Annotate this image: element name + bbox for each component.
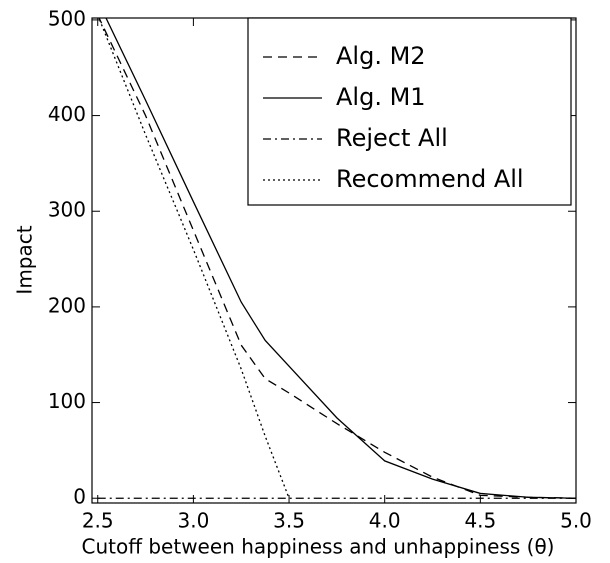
y-tick-label: 200 [48, 293, 86, 317]
x-axis-label: Cutoff between happiness and unhappiness… [82, 535, 555, 559]
legend-label: Alg. M1 [336, 83, 426, 111]
plot-area [97, 18, 576, 499]
legend-box [247, 17, 572, 206]
x-tick-label: 5.0 [560, 509, 592, 533]
x-tick-label: 3.0 [177, 509, 209, 533]
legend-label: Alg. M2 [336, 42, 426, 70]
y-tick-label: 100 [48, 389, 86, 413]
series-line [105, 18, 576, 499]
y-axis-label: Impact [13, 225, 37, 294]
y-tick-label: 0 [73, 485, 86, 509]
x-tick-label: 3.5 [273, 509, 305, 533]
y-tick-label: 400 [48, 102, 86, 126]
y-tick-label: 300 [48, 198, 86, 222]
legend-label: Reject All [336, 124, 448, 152]
x-tick-label: 4.5 [464, 509, 496, 533]
series-line [98, 18, 576, 499]
x-tick-label: 4.0 [369, 509, 401, 533]
y-tick-label: 500 [48, 6, 86, 30]
x-tick-label: 2.5 [82, 509, 114, 533]
legend-label: Recommend All [336, 165, 524, 193]
